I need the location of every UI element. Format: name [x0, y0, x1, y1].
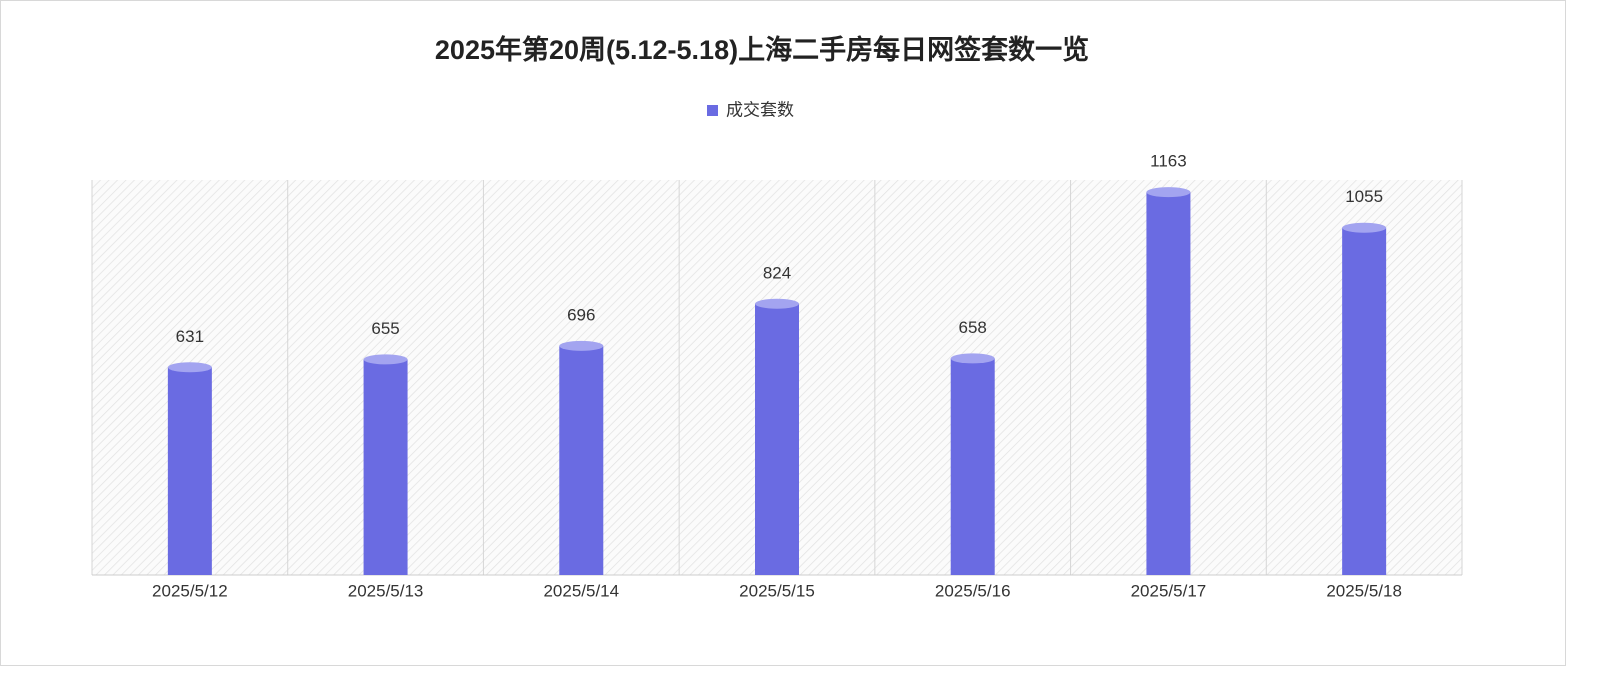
value-label: 655 — [371, 319, 399, 338]
x-tick-label: 2025/5/16 — [935, 581, 1011, 600]
value-label: 1163 — [1150, 152, 1187, 171]
bar — [559, 345, 604, 575]
x-tick-label: 2025/5/15 — [739, 581, 815, 600]
legend-label[interactable]: 成交套数 — [726, 100, 794, 119]
bar — [1146, 192, 1191, 575]
legend-swatch[interactable] — [707, 105, 718, 116]
bar — [1342, 227, 1387, 575]
chart-title: 2025年第20周(5.12-5.18)上海二手房每日网签套数一览 — [435, 34, 1089, 65]
value-label: 631 — [176, 327, 204, 346]
bar-cap — [363, 354, 408, 365]
bar-cap — [1342, 222, 1387, 233]
x-tick-label: 2025/5/17 — [1131, 581, 1207, 600]
bar — [363, 359, 408, 575]
x-tick-label: 2025/5/14 — [543, 581, 619, 600]
x-tick-label: 2025/5/18 — [1326, 581, 1402, 600]
bar — [167, 367, 212, 575]
bar-cap — [559, 340, 604, 351]
bar — [950, 358, 995, 575]
value-label: 1055 — [1345, 187, 1383, 206]
bar-cap — [950, 353, 995, 364]
x-tick-label: 2025/5/12 — [152, 581, 228, 600]
value-label: 658 — [959, 318, 987, 337]
bar-cap — [1146, 187, 1191, 198]
bar-cap — [755, 298, 799, 309]
value-label: 824 — [763, 263, 791, 282]
bar — [755, 303, 799, 575]
value-label: 696 — [567, 305, 595, 324]
x-tick-label: 2025/5/13 — [348, 581, 424, 600]
bar-cap — [167, 362, 212, 373]
